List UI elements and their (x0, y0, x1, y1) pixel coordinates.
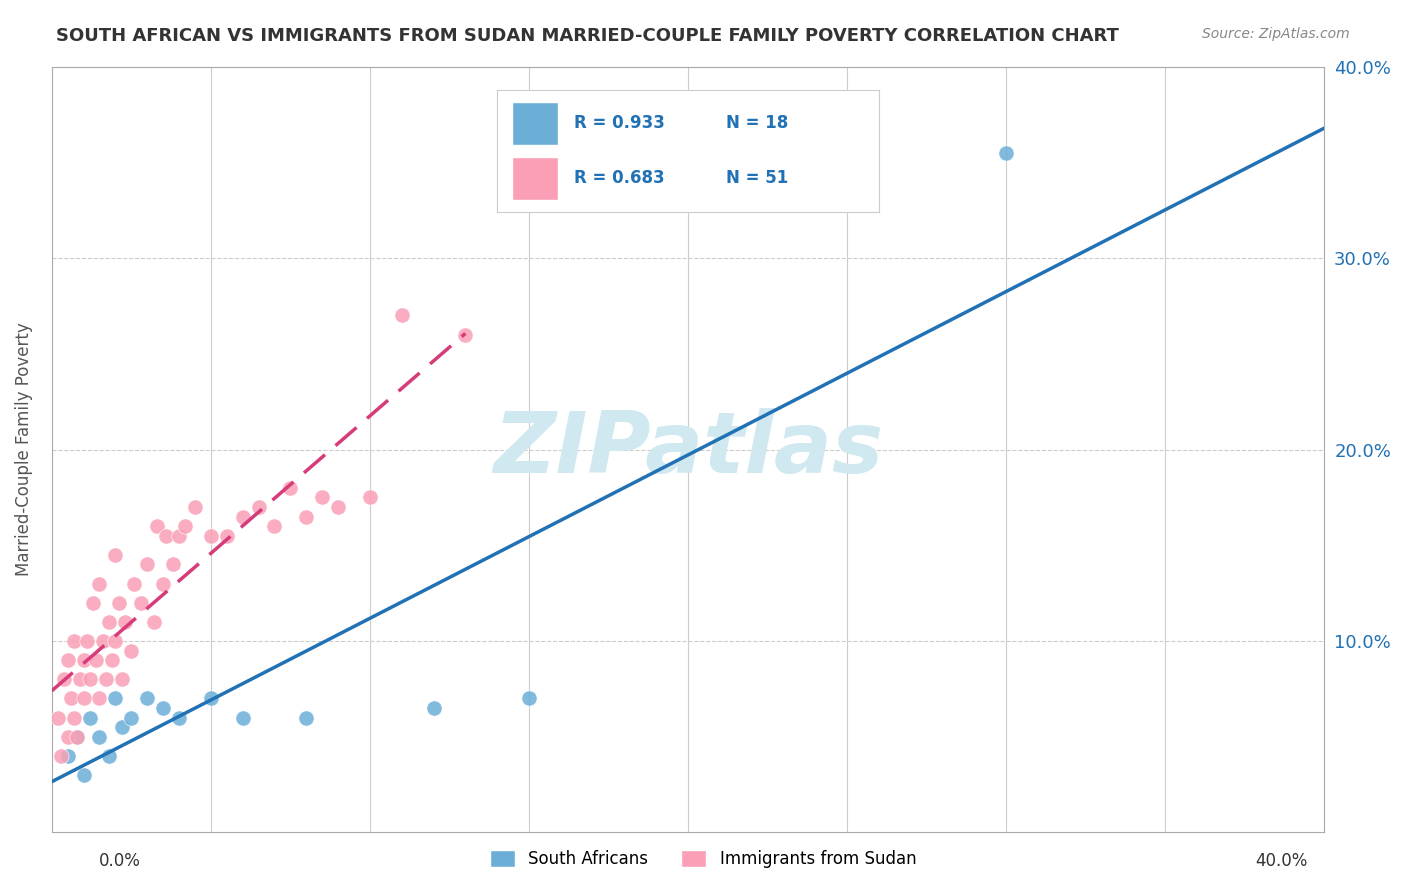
Point (295, 509, 318, 524)
Point (184, 500, 207, 514)
Point (91, 634, 114, 648)
Point (200, 691, 222, 706)
Point (104, 548, 127, 562)
Point (66, 730, 89, 744)
Point (136, 558, 159, 572)
Point (59, 691, 82, 706)
Point (72, 768, 94, 782)
Point (94, 672, 117, 686)
Point (104, 691, 127, 706)
Point (152, 576, 174, 591)
Point (79, 672, 101, 686)
Point (56, 748, 79, 763)
Point (111, 672, 134, 686)
Point (114, 615, 136, 629)
Point (104, 634, 127, 648)
Point (295, 710, 318, 724)
Point (98, 748, 121, 763)
Text: Source: ZipAtlas.com: Source: ZipAtlas.com (1202, 27, 1350, 41)
Point (56, 730, 79, 744)
Point (422, 701, 444, 715)
Point (391, 309, 413, 323)
Point (79, 710, 101, 724)
Point (280, 481, 302, 495)
Y-axis label: Married-Couple Family Poverty: Married-Couple Family Poverty (15, 323, 32, 576)
Point (111, 720, 134, 734)
Point (129, 596, 152, 610)
Point (995, 145, 1018, 160)
Point (142, 615, 165, 629)
Point (311, 491, 333, 505)
Point (326, 500, 349, 514)
Point (124, 576, 146, 591)
Point (107, 596, 129, 610)
Point (82, 596, 104, 610)
Point (120, 710, 142, 724)
Point (89, 576, 111, 591)
Text: ZIPatlas: ZIPatlas (494, 408, 883, 491)
Point (89, 691, 111, 706)
Point (162, 558, 184, 572)
Text: SOUTH AFRICAN VS IMMIGRANTS FROM SUDAN MARRIED-COUPLE FAMILY POVERTY CORRELATION: SOUTH AFRICAN VS IMMIGRANTS FROM SUDAN M… (56, 27, 1119, 45)
Point (56, 653, 79, 667)
Point (454, 327, 477, 342)
Point (46, 710, 69, 724)
Point (200, 529, 222, 543)
Point (72, 691, 94, 706)
Point (63, 710, 86, 724)
Point (517, 691, 540, 706)
Point (63, 634, 86, 648)
Point (232, 710, 254, 724)
Point (89, 730, 111, 744)
Point (101, 653, 124, 667)
Point (247, 500, 270, 514)
Point (155, 529, 177, 543)
Point (359, 491, 381, 505)
Point (167, 710, 190, 724)
Point (167, 529, 190, 543)
Point (76, 634, 98, 648)
Point (98, 615, 121, 629)
Point (53, 672, 76, 686)
Point (66, 730, 89, 744)
Point (51, 748, 73, 763)
Point (120, 643, 142, 657)
Point (145, 519, 167, 533)
Legend: South Africans, Immigrants from Sudan: South Africans, Immigrants from Sudan (484, 843, 922, 875)
Point (84, 653, 107, 667)
Point (215, 529, 238, 543)
Point (263, 519, 285, 533)
Point (232, 509, 254, 524)
Point (136, 691, 159, 706)
Text: 0.0%: 0.0% (98, 852, 141, 870)
Point (174, 519, 197, 533)
Text: 40.0%: 40.0% (1256, 852, 1308, 870)
Point (69, 672, 91, 686)
Point (152, 701, 174, 715)
Point (72, 653, 94, 667)
